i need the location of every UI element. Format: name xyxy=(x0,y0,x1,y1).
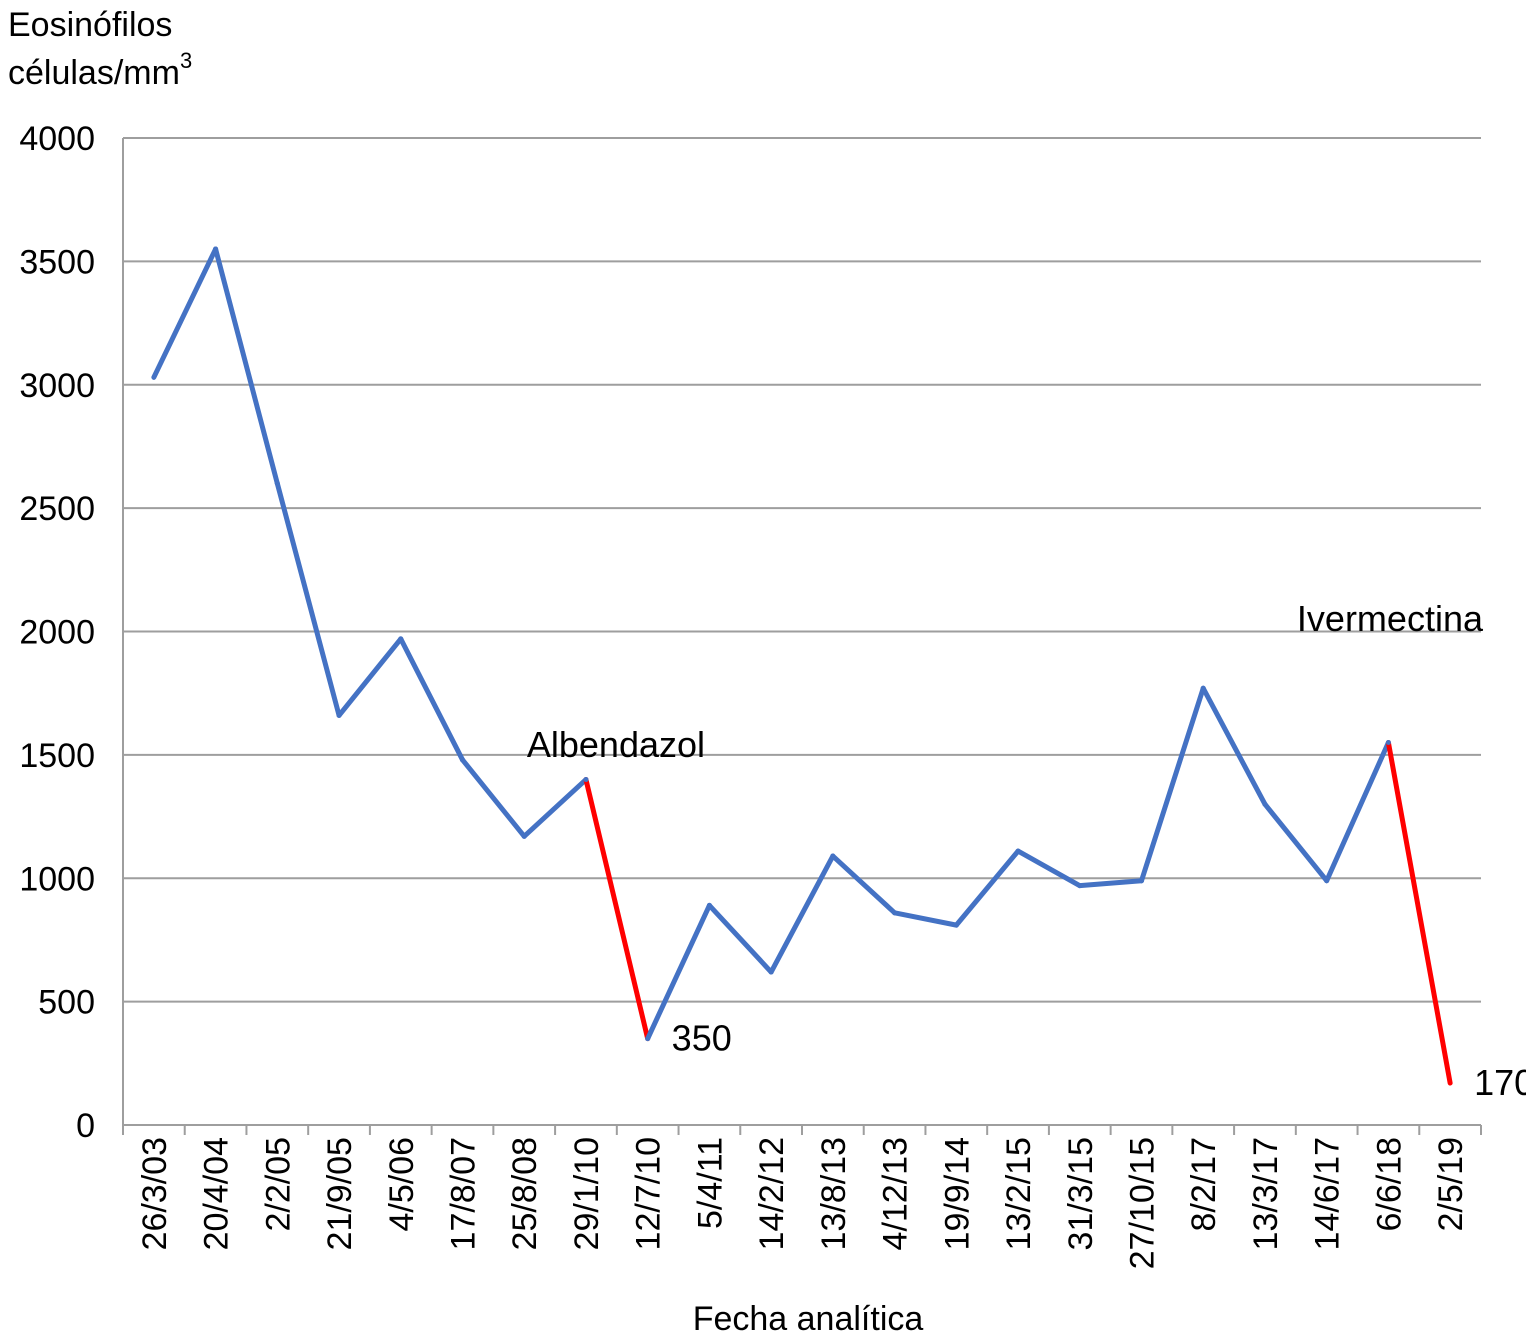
x-tick-label: 5/4/11 xyxy=(691,1137,729,1229)
axes xyxy=(122,138,1482,1135)
x-tick-label: 13/3/17 xyxy=(1247,1137,1285,1250)
line-joint xyxy=(1385,740,1391,746)
line-joint xyxy=(1324,878,1330,884)
series-segment xyxy=(521,777,589,839)
x-tick-label: 6/6/18 xyxy=(1370,1137,1408,1232)
series-segment xyxy=(1324,740,1391,884)
y-tick-label: 500 xyxy=(38,984,95,1022)
annotation-ivermectina: Ivermectina xyxy=(1297,598,1484,639)
line-joint xyxy=(953,922,959,928)
data-label-350: 350 xyxy=(672,1018,732,1059)
y-tick-label: 3000 xyxy=(19,367,95,405)
series-segment xyxy=(274,480,342,718)
x-tick-labels: 26/3/03 20/4/04 2/2/05 21/9/05 4/5/06 17/8/07… xyxy=(136,1137,1470,1269)
line-joint xyxy=(1139,878,1144,884)
series-segment xyxy=(151,246,219,380)
y-axis-unit-superscript: 3 xyxy=(180,48,192,73)
series-segment xyxy=(706,902,774,975)
series-segment xyxy=(460,757,527,839)
chart-annotations: Albendazol Ivermectina 350 170 xyxy=(527,598,1526,1103)
x-tick-label: 21/9/05 xyxy=(321,1137,359,1250)
data-label-170: 170 xyxy=(1474,1062,1526,1103)
y-tick-labels: 0 500 1000 1500 2000 2500 3000 3500 4000 xyxy=(19,120,95,1145)
series-segment xyxy=(398,636,465,763)
x-tick-label: 2/2/05 xyxy=(259,1137,297,1232)
y-axis-unit-base: células/mm xyxy=(8,54,180,92)
series-segment xyxy=(1015,848,1083,889)
y-tick-label: 1000 xyxy=(19,860,95,898)
x-tick-label: 31/3/15 xyxy=(1062,1137,1100,1250)
series-segment xyxy=(953,848,1021,928)
x-tick-label: 27/10/15 xyxy=(1124,1137,1162,1269)
line-joint xyxy=(768,969,774,975)
series-segment xyxy=(768,853,836,975)
line-joint xyxy=(336,712,342,718)
series-segment xyxy=(892,910,959,928)
series-segment xyxy=(830,853,898,916)
x-tick-label: 8/2/17 xyxy=(1185,1137,1223,1232)
x-tick-label: 19/9/14 xyxy=(938,1137,976,1250)
treatment-segment xyxy=(1385,740,1453,1086)
x-tick-label: 4/5/06 xyxy=(383,1137,421,1232)
y-tick-label: 0 xyxy=(76,1107,95,1145)
x-tick-label: 20/4/04 xyxy=(198,1137,236,1250)
line-joint xyxy=(706,902,712,908)
x-tick-label: 13/8/13 xyxy=(815,1137,853,1250)
line-joint xyxy=(1015,848,1021,854)
x-tick-label: 13/2/15 xyxy=(1000,1137,1038,1250)
x-axis-title: Fecha analítica xyxy=(693,1300,924,1338)
annotation-albendazol: Albendazol xyxy=(527,724,705,765)
x-tick-label: 14/2/12 xyxy=(753,1137,791,1250)
line-joint xyxy=(583,777,589,783)
line-joint xyxy=(1077,883,1083,889)
x-tick-label: 4/12/13 xyxy=(877,1137,915,1250)
line-joint xyxy=(521,833,527,839)
y-axis-unit: células/mm3 xyxy=(8,48,192,92)
series-segment xyxy=(1200,685,1268,807)
y-tick-label: 4000 xyxy=(19,120,95,158)
x-tick-label: 29/1/10 xyxy=(568,1137,606,1250)
x-tick-label: 12/7/10 xyxy=(630,1137,668,1250)
series-line xyxy=(151,246,1453,1086)
gridlines xyxy=(123,137,1481,1003)
y-tick-label: 2000 xyxy=(19,614,95,652)
y-tick-label: 3500 xyxy=(19,243,95,281)
x-tick-label: 17/8/07 xyxy=(445,1137,483,1250)
line-joint xyxy=(892,910,898,916)
series-segment xyxy=(336,636,404,718)
x-tick-label: 2/5/19 xyxy=(1432,1137,1470,1232)
line-joint xyxy=(274,480,280,486)
series-segment xyxy=(1262,801,1330,884)
line-joint xyxy=(460,757,465,763)
series-segment xyxy=(1139,685,1206,884)
line-joint xyxy=(1262,801,1268,807)
line-joint xyxy=(1200,685,1206,691)
line-joint xyxy=(398,636,404,642)
series-segment xyxy=(213,246,280,486)
y-tick-label: 2500 xyxy=(19,490,95,528)
series-segment xyxy=(645,902,712,1042)
y-axis-title: Eosinófilos xyxy=(8,6,172,44)
y-tick-label: 1500 xyxy=(19,737,95,775)
x-tick-label: 26/3/03 xyxy=(136,1137,174,1250)
line-joint xyxy=(645,1036,651,1042)
x-tick-label: 14/6/17 xyxy=(1309,1137,1347,1250)
series-segment xyxy=(1077,878,1144,889)
treatment-segment xyxy=(583,777,651,1042)
line-joint xyxy=(213,246,219,252)
line-joint xyxy=(830,853,836,859)
x-tick-label: 25/8/08 xyxy=(506,1137,544,1250)
